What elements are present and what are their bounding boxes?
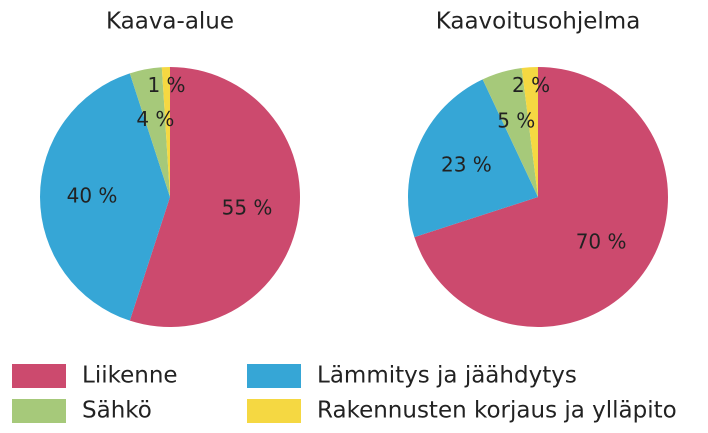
chart-title: Kaava-alue bbox=[106, 9, 234, 35]
value-label: 1 % bbox=[147, 73, 185, 97]
pie-slice bbox=[161, 67, 170, 197]
value-label: 5 % bbox=[497, 109, 535, 133]
pie-slice bbox=[407, 79, 538, 238]
legend-swatch bbox=[247, 399, 301, 423]
value-label: 23 % bbox=[441, 153, 492, 177]
legend-swatch bbox=[247, 364, 301, 388]
value-label: 70 % bbox=[576, 229, 627, 253]
legend-swatch bbox=[12, 399, 66, 423]
pie-slice bbox=[129, 67, 170, 197]
value-label: 2 % bbox=[512, 73, 550, 97]
legend-label: Rakennusten korjaus ja ylläpito bbox=[317, 398, 677, 424]
legend-label: Liikenne bbox=[82, 363, 178, 389]
legend-swatch bbox=[12, 364, 66, 388]
value-label: 4 % bbox=[136, 107, 174, 131]
pie-slice bbox=[521, 67, 538, 197]
value-label: 40 % bbox=[67, 184, 118, 208]
legend-label: Sähkö bbox=[82, 398, 152, 424]
pie-slice bbox=[129, 67, 301, 328]
legend-label: Lämmitys ja jäähdytys bbox=[317, 363, 577, 389]
pie-slice bbox=[482, 68, 538, 197]
value-label: 55 % bbox=[222, 196, 273, 220]
pie-slice bbox=[40, 73, 170, 321]
chart-title: Kaavoitusohjelma bbox=[436, 9, 641, 35]
pie-slice bbox=[414, 67, 669, 327]
